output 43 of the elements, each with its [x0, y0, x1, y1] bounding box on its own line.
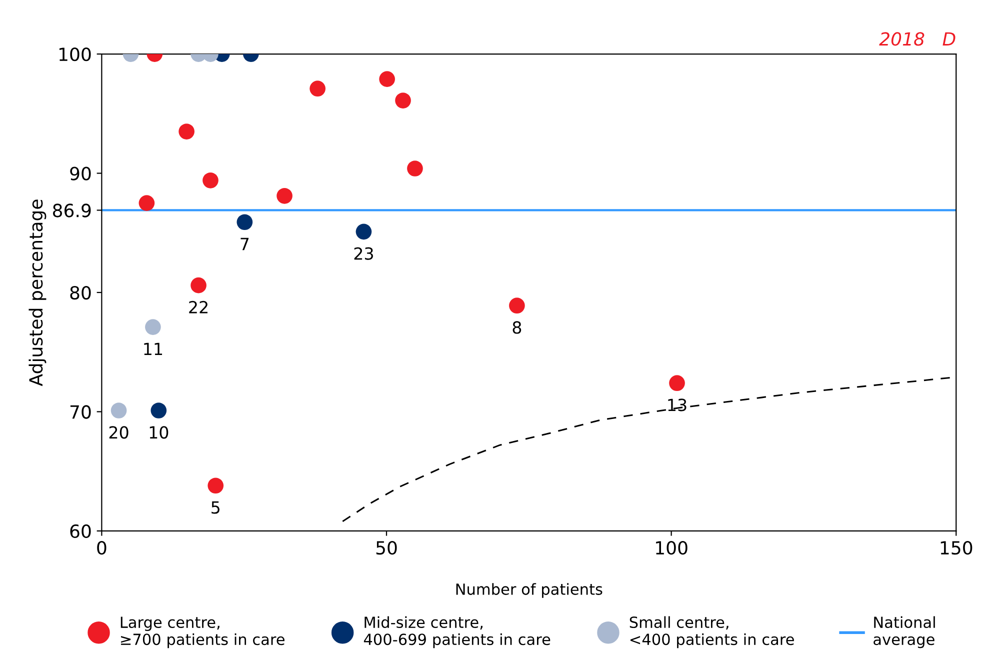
- point: [145, 319, 161, 335]
- point: [276, 188, 292, 204]
- text: 2018 D: [879, 32, 956, 46]
- point: [669, 375, 685, 392]
- x-tick-label: 50: [376, 540, 397, 555]
- point: [310, 80, 326, 97]
- y-tick-label: 90: [70, 166, 91, 180]
- y-tick-label: 60: [70, 524, 91, 538]
- annotation: 23: [354, 247, 373, 260]
- annotation: 8: [512, 321, 522, 334]
- x-tick-label: 100: [656, 540, 688, 555]
- legend-label: Small centre, <400 patients in care: [630, 616, 794, 648]
- annotation: 7: [240, 238, 249, 250]
- point: [236, 214, 253, 230]
- legend-label: Mid-size centre, 400-699 patients in care: [364, 616, 550, 648]
- annotation: 11: [144, 342, 162, 355]
- annotation: 5: [212, 501, 220, 514]
- annotation: 20: [109, 426, 128, 439]
- point: [356, 224, 372, 240]
- x-tick-label: 150: [940, 540, 972, 555]
- annotation: 10: [150, 426, 168, 439]
- point: [190, 277, 206, 294]
- point: [395, 92, 411, 108]
- y-tick-label: 86.9: [52, 204, 91, 218]
- point: [379, 71, 395, 87]
- y-tick-label: 100: [59, 47, 91, 62]
- point: [178, 124, 194, 140]
- x-axis-title: Number of patients: [456, 583, 602, 598]
- legend-label: Large centre, ≥700 patients in care: [120, 616, 284, 648]
- point: [509, 298, 525, 314]
- y-tick-label: 70: [70, 405, 91, 419]
- point: [110, 402, 127, 418]
- point: [202, 172, 218, 188]
- point: [208, 478, 224, 494]
- y-tick-label: 80: [70, 286, 91, 300]
- legend-label: National average: [874, 616, 935, 648]
- annotation: 22: [189, 300, 208, 314]
- point: [150, 402, 167, 418]
- x-tick-label: 0: [97, 540, 106, 555]
- y-axis-title: Adjusted percentage: [28, 200, 46, 386]
- point: [407, 160, 423, 176]
- annotation: 13: [668, 398, 686, 412]
- point: [138, 195, 155, 211]
